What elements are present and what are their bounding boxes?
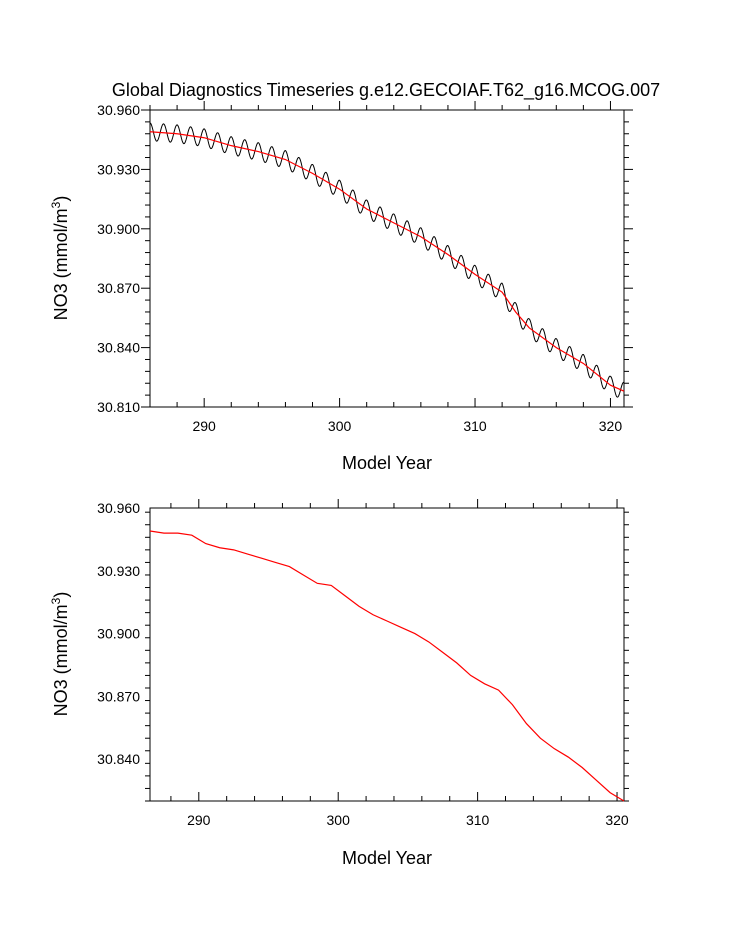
top-monthly-series-line bbox=[149, 122, 625, 398]
top-x-tick-labels: 290 300 310 320 bbox=[192, 418, 622, 434]
bottom-y-tick-label: 30.930 bbox=[97, 563, 140, 579]
bottom-y-tick-label: 30.960 bbox=[97, 500, 140, 516]
bottom-plot-frame bbox=[149, 507, 625, 802]
top-x-tick-label: 300 bbox=[328, 418, 352, 434]
bottom-x-axis-title: Model Year bbox=[342, 848, 432, 868]
bottom-y-axis-title: NO3 (mmol/m3) bbox=[49, 592, 71, 717]
bottom-y-tick-label: 30.840 bbox=[97, 751, 140, 767]
bottom-x-tick-label: 310 bbox=[466, 812, 490, 828]
top-x-tick-label: 310 bbox=[463, 418, 487, 434]
bottom-y-tick-label: 30.870 bbox=[97, 688, 140, 704]
bottom-x-tick-label: 290 bbox=[187, 812, 211, 828]
chart-title: Global Diagnostics Timeseries g.e12.GECO… bbox=[112, 80, 660, 101]
top-y-tick-label: 30.900 bbox=[97, 221, 140, 237]
top-y-tick-label: 30.870 bbox=[97, 280, 140, 296]
top-y-tick-label: 30.840 bbox=[97, 340, 140, 356]
bottom-annual-series-line bbox=[149, 530, 625, 802]
bottom-x-tick-labels: 290 300 310 320 bbox=[187, 812, 629, 828]
top-y-tick-label: 30.960 bbox=[97, 102, 140, 118]
top-y-tick-label: 30.930 bbox=[97, 161, 140, 177]
top-plot-frame bbox=[149, 109, 625, 408]
top-y-axis-title: NO3 (mmol/m3) bbox=[49, 196, 71, 321]
bottom-x-tick-label: 320 bbox=[605, 812, 629, 828]
top-x-tick-label: 290 bbox=[192, 418, 216, 434]
top-x-tick-label: 320 bbox=[599, 418, 623, 434]
bottom-x-tick-label: 300 bbox=[327, 812, 351, 828]
top-y-tick-labels: 30.810 30.840 30.870 30.900 30.930 30.960 bbox=[97, 102, 140, 415]
bottom-tick-marks bbox=[145, 499, 629, 802]
top-annual-series-line bbox=[149, 131, 625, 392]
top-tick-marks bbox=[141, 101, 633, 408]
top-y-tick-label: 30.810 bbox=[97, 399, 140, 415]
top-panel: 290 300 310 320 30.81030.84030.87030.90030.… bbox=[49, 101, 633, 473]
top-x-axis-title: Model Year bbox=[342, 453, 432, 473]
bottom-panel: 290 300 310 320 30.84030.87030.90030.93030.… bbox=[49, 499, 629, 868]
bottom-y-tick-labels: 30.840 30.870 30.900 30.930 30.960 bbox=[97, 500, 140, 767]
bottom-y-tick-label: 30.900 bbox=[97, 626, 140, 642]
